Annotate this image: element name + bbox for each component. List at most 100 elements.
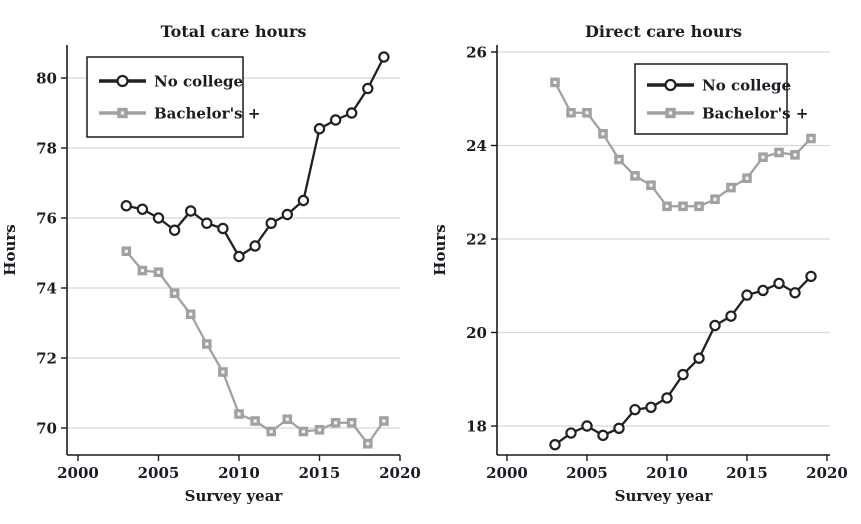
square-marker-center (350, 421, 354, 425)
x-tick-label: 2000 (57, 464, 99, 482)
square-marker-center (585, 111, 589, 115)
circle-marker (329, 114, 342, 126)
y-tick-label: 20 (466, 324, 487, 342)
square-marker-center (697, 204, 701, 208)
legend-box (634, 63, 788, 135)
y-axis-label: Hours (431, 224, 449, 275)
circle-marker (725, 310, 737, 322)
square-marker-center (120, 111, 125, 115)
x-tick-label: 2015 (299, 464, 341, 482)
square-marker-center (366, 442, 370, 446)
circle-marker (313, 123, 326, 135)
panel-direct-care-hours: 18 20 22 24 26 2000 2005 2010 2015 2020 Direct car… (431, 22, 848, 505)
x-axis-label: Survey year (185, 487, 284, 505)
square-marker-center (382, 419, 386, 423)
circle-marker (805, 270, 817, 283)
legend-label: No college (702, 77, 791, 95)
circle-marker (265, 217, 277, 229)
square-marker-center (140, 268, 144, 273)
y-tick-label: 70 (36, 420, 57, 438)
x-tick-label: 2015 (726, 464, 768, 482)
square-marker-center (253, 419, 257, 423)
y-axis-label: Hours (1, 224, 19, 275)
series-bachelor-s (121, 246, 389, 449)
square-marker-center (745, 176, 749, 180)
square-marker-center (809, 136, 813, 141)
panel-title: Total care hours (161, 22, 307, 41)
circle-marker (597, 429, 609, 442)
circle-marker (281, 208, 293, 221)
square-marker-center (713, 197, 717, 201)
circle-marker (168, 224, 181, 236)
y-tick-label: 26 (466, 44, 487, 62)
legend-label: No college (154, 73, 243, 91)
circle-marker (789, 287, 801, 299)
circle-marker (709, 319, 721, 332)
square-marker-center (317, 428, 322, 432)
y-tick-label: 78 (36, 140, 57, 158)
square-marker-center (269, 429, 273, 434)
square-marker-center (761, 155, 765, 159)
circle-marker (741, 289, 753, 301)
square-marker-center (553, 80, 557, 84)
circle-marker (116, 74, 129, 88)
circle-marker (693, 352, 705, 364)
series-no-college (549, 270, 817, 451)
square-marker-center (173, 291, 177, 295)
square-marker-center (237, 412, 241, 416)
square-marker-center (793, 153, 797, 157)
x-tick-label: 2000 (486, 464, 528, 482)
circle-marker (565, 427, 577, 439)
square-marker-center (649, 183, 653, 187)
square-marker-center (189, 312, 193, 316)
y-tick-label: 76 (36, 210, 57, 228)
panel-title: Direct care hours (585, 22, 742, 41)
series-no-college (120, 51, 390, 263)
circle-marker (217, 222, 229, 235)
circle-marker (136, 203, 149, 215)
square-marker-center (301, 429, 305, 434)
circle-marker (249, 240, 261, 252)
legend-label: Bachelor's + (154, 105, 260, 123)
square-marker-center (617, 157, 621, 162)
square-marker-center (156, 270, 161, 274)
square-marker-center (334, 421, 338, 425)
circle-marker (362, 82, 374, 95)
circle-marker (201, 217, 213, 229)
legend: No college Bachelor's + (86, 56, 260, 138)
circle-marker (120, 200, 133, 212)
y-tick-label: 74 (36, 280, 57, 298)
square-marker-center (681, 204, 685, 208)
square-marker-center (777, 150, 781, 155)
square-marker-center (205, 342, 209, 346)
x-tick-label: 2020 (379, 464, 421, 482)
series-bachelor-s (550, 77, 816, 212)
x-tick-label: 2005 (138, 464, 180, 482)
legend-label: Bachelor's + (702, 105, 808, 123)
circle-marker (184, 205, 197, 217)
y-tick-label: 18 (466, 418, 487, 436)
circle-marker (629, 403, 641, 416)
x-tick-label: 2020 (806, 464, 848, 482)
legend: No college Bachelor's + (634, 63, 808, 135)
panel-total-care-hours: 70 72 74 76 78 80 2000 2005 2010 2015 2020 Total ca… (1, 22, 421, 505)
circle-marker (378, 51, 390, 63)
legend-box (86, 56, 244, 138)
square-marker-center (124, 249, 128, 253)
circle-marker (645, 401, 657, 413)
y-tick-label: 80 (36, 70, 57, 88)
circle-marker (773, 277, 785, 290)
circle-marker (664, 78, 677, 92)
circle-marker (677, 368, 689, 381)
square-marker-center (569, 111, 573, 115)
square-marker-center (633, 174, 637, 178)
circle-marker (297, 194, 310, 207)
x-tick-label: 2010 (646, 464, 688, 482)
series-line (125, 250, 385, 445)
circle-marker (661, 392, 673, 404)
y-tick-label: 72 (36, 350, 57, 368)
circle-marker (549, 439, 561, 451)
circle-marker (757, 284, 769, 297)
square-marker-center (285, 417, 289, 421)
